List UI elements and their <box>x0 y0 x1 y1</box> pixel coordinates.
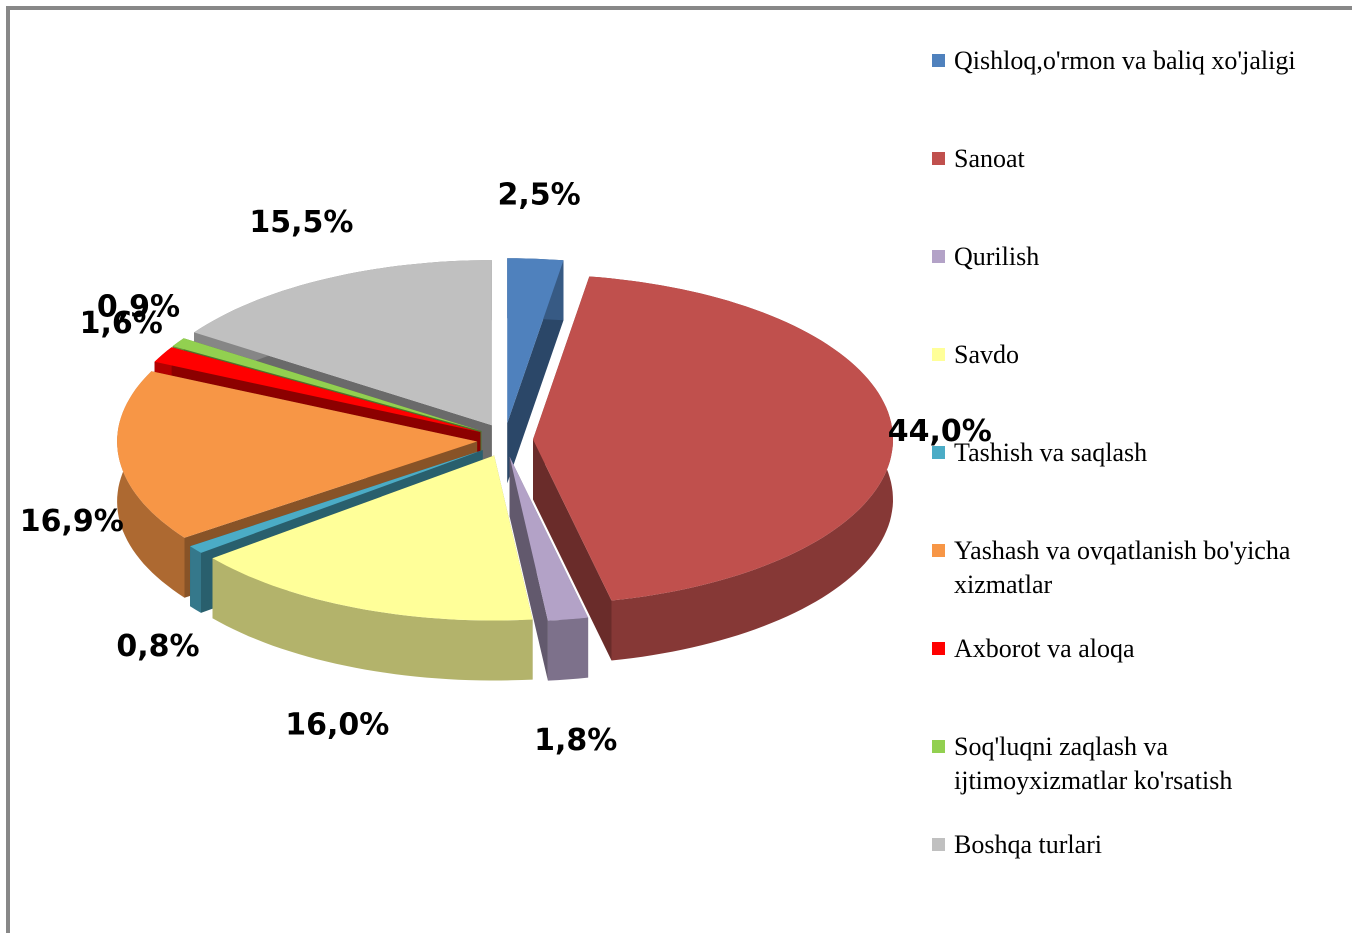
slice <box>533 276 893 601</box>
legend-label: Sanoat <box>954 144 1025 173</box>
slice <box>507 258 564 424</box>
data-label: 0,8% <box>116 629 199 664</box>
legend-item: Boshqa turlari <box>932 828 1342 926</box>
data-label: 16,9% <box>20 504 124 539</box>
data-label: 16,0% <box>285 708 389 743</box>
slice <box>509 456 589 621</box>
legend-label: Qurilish <box>954 242 1040 271</box>
legend-item: Sanoat <box>932 142 1342 240</box>
slice-side <box>212 558 533 681</box>
legend-swatch <box>932 740 945 753</box>
data-label: 1,6% <box>80 306 163 341</box>
legend-label: Yashash va ovqatlanish bo'yicha xizmatla… <box>954 536 1291 599</box>
legend-item: Savdo <box>932 338 1342 436</box>
slice-side <box>533 439 612 661</box>
slice-side <box>509 456 548 681</box>
legend-label: Qishloq,o'rmon va baliq xo'jaligi <box>954 46 1296 75</box>
legend-item: Qurilish <box>932 240 1342 338</box>
legend-label: Boshqa turlari <box>954 830 1103 859</box>
legend-swatch <box>932 348 945 361</box>
legend-swatch <box>932 642 945 655</box>
legend-item: Axborot va aloqa <box>932 632 1342 730</box>
legend-item: Yashash va ovqatlanish bo'yicha xizmatla… <box>932 534 1342 632</box>
legend-swatch <box>932 838 945 851</box>
slice <box>172 338 482 431</box>
data-label: 1,8% <box>534 723 617 758</box>
legend-item: Tashish va saqlash <box>932 436 1342 534</box>
chart-border <box>6 6 1352 933</box>
slice <box>154 347 481 433</box>
data-label: 44,0% <box>888 414 992 449</box>
legend-swatch <box>932 250 945 263</box>
legend-swatch <box>932 152 945 165</box>
slice <box>190 450 483 553</box>
legend-item: Qishloq,o'rmon va baliq xo'jaligi <box>932 44 1342 142</box>
slice-side <box>190 546 201 613</box>
data-label: 0,9% <box>97 290 180 325</box>
slice-side <box>547 617 589 681</box>
slice <box>117 371 478 538</box>
slice <box>212 455 533 621</box>
data-label: 2,5% <box>498 177 581 212</box>
legend-label: Savdo <box>954 340 1019 369</box>
slice <box>194 260 492 426</box>
legend-swatch <box>932 54 945 67</box>
legend: Qishloq,o'rmon va baliq xo'jaligi Sanoat Q… <box>932 44 1342 926</box>
legend-label: Tashish va saqlash <box>954 438 1148 467</box>
legend-label: Axborot va aloqa <box>954 634 1135 663</box>
legend-swatch <box>932 446 945 459</box>
legend-swatch <box>932 544 945 557</box>
legend-label: Soq'luqni zaqlash va ijtimoyxizmatlar ko… <box>954 732 1233 795</box>
legend-item: Soq'luqni zaqlash va ijtimoyxizmatlar ko… <box>932 730 1342 828</box>
data-label: 15,5% <box>249 205 353 240</box>
